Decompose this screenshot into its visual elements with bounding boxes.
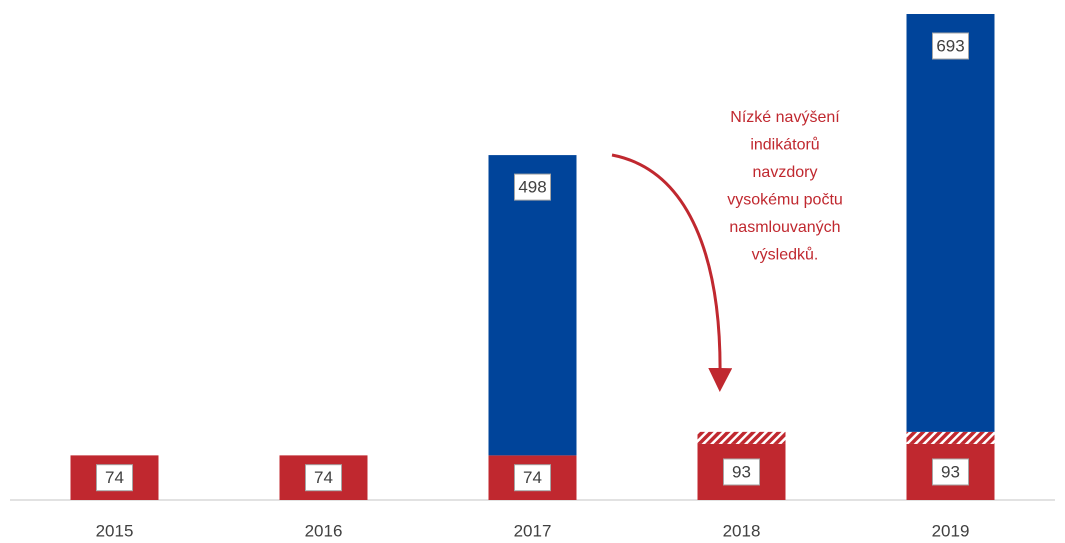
value-label-box xyxy=(96,464,133,492)
annotation: indikátorů xyxy=(750,136,819,154)
value-label-box xyxy=(514,464,551,492)
value-label: 498 xyxy=(518,178,546,197)
hatched-segment xyxy=(906,431,995,444)
annotation: Nízké navýšení xyxy=(730,109,840,126)
x-tick-label: 2016 xyxy=(305,521,343,540)
bar-segment xyxy=(488,155,577,456)
value-label: 74 xyxy=(105,468,124,487)
annotation: vysokému počtu xyxy=(727,192,843,209)
annotation: výsledků. xyxy=(752,246,819,264)
x-tick-label: 2019 xyxy=(932,521,970,540)
value-label-box xyxy=(932,458,969,486)
value-label-box xyxy=(723,458,760,486)
value-label: 74 xyxy=(523,468,542,487)
annotation: navzdory xyxy=(753,164,818,181)
x-tick-label: 2015 xyxy=(96,521,134,540)
value-label-box xyxy=(514,173,551,201)
annotation-arrow xyxy=(611,153,733,392)
value-label: 74 xyxy=(314,468,333,487)
value-label: 93 xyxy=(732,462,751,481)
value-label: 93 xyxy=(941,462,960,481)
x-tick-label: 2017 xyxy=(514,521,552,540)
hatched-segment xyxy=(697,431,786,444)
x-tick-label: 2018 xyxy=(723,521,761,540)
value-label-box xyxy=(932,32,969,60)
annotation: nasmlouvaných xyxy=(729,219,840,236)
value-label: 693 xyxy=(936,36,964,55)
value-label-box xyxy=(305,464,342,492)
bar-segment xyxy=(906,14,995,432)
